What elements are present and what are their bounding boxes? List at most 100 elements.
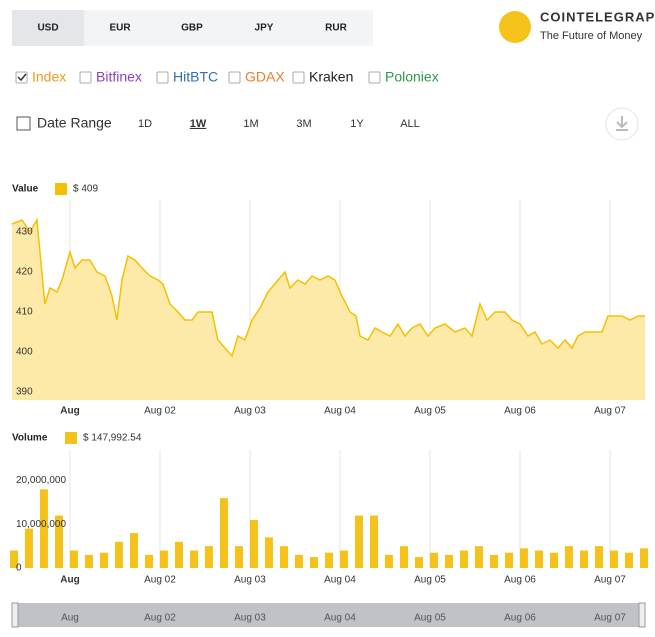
- bar: [519, 548, 528, 568]
- x-tick-label: Aug 04: [324, 406, 356, 417]
- bar: [609, 550, 618, 568]
- checkbox[interactable]: [292, 71, 305, 84]
- bar: [399, 546, 408, 568]
- navigator-handle[interactable]: [11, 602, 19, 628]
- x-tick-label: Aug 05: [414, 406, 446, 417]
- bar: [550, 552, 559, 568]
- bar: [84, 554, 93, 568]
- bar: [429, 552, 438, 568]
- legend-value: $ 409: [73, 184, 98, 195]
- bar: [324, 552, 333, 568]
- exchange-label[interactable]: Poloniex: [385, 69, 439, 85]
- checkbox[interactable]: [368, 71, 381, 84]
- currency-tab[interactable]: GBP: [181, 23, 203, 34]
- y-tick-label: 410: [16, 307, 33, 318]
- bar: [444, 554, 453, 568]
- bar: [129, 533, 138, 568]
- bar: [9, 550, 18, 568]
- logo-name: COINTELEGRAPH: [540, 9, 655, 24]
- exchange-label[interactable]: Bitfinex: [96, 69, 142, 85]
- bar: [369, 515, 378, 568]
- navigator-label: Aug 05: [414, 613, 446, 624]
- bar: [414, 557, 423, 568]
- bar: [294, 554, 303, 568]
- date-range-label: Date Range: [37, 115, 112, 131]
- checkbox[interactable]: [156, 71, 169, 84]
- range-option[interactable]: 1Y: [350, 118, 364, 130]
- bar: [579, 550, 588, 568]
- y-tick-label: 390: [16, 387, 33, 398]
- line: [11, 217, 645, 358]
- navigator-label: Aug 04: [324, 613, 356, 624]
- area: [12, 220, 645, 400]
- legend-swatch: [55, 183, 67, 195]
- logo-tagline: The Future of Money: [540, 30, 643, 42]
- range-option[interactable]: 1D: [138, 118, 152, 130]
- bar: [39, 489, 48, 568]
- bar: [279, 546, 288, 568]
- bar: [384, 554, 393, 568]
- bar: [249, 519, 258, 568]
- bar: [309, 557, 318, 568]
- navigator-label: Aug 02: [144, 613, 176, 624]
- calendar-icon: [16, 116, 31, 131]
- checkbox[interactable]: [228, 71, 241, 84]
- currency-tab[interactable]: RUR: [325, 23, 347, 34]
- download-icon: [616, 116, 628, 131]
- bar: [99, 552, 108, 568]
- bar: [505, 552, 514, 568]
- currency-tab[interactable]: EUR: [109, 23, 131, 34]
- logo: COINTELEGRAPH The Future of Money: [499, 9, 655, 43]
- logo-icon: [499, 11, 531, 43]
- bar: [204, 546, 213, 568]
- bar: [114, 541, 123, 568]
- bar: [354, 515, 363, 568]
- bar: [219, 498, 228, 568]
- bar: [144, 554, 153, 568]
- x-tick-label: Aug 06: [504, 406, 536, 417]
- exchange-label[interactable]: GDAX: [245, 69, 285, 85]
- bar: [564, 546, 573, 568]
- x-tick-label: Aug 05: [414, 575, 446, 586]
- bar: [339, 550, 348, 568]
- legend-label: Volume: [12, 433, 48, 444]
- x-tick-label: Aug 03: [234, 575, 266, 586]
- x-tick-label: Aug 03: [234, 406, 266, 417]
- y-tick-label: 420: [16, 267, 33, 278]
- checkbox[interactable]: [79, 71, 92, 84]
- currency-tab[interactable]: USD: [37, 23, 58, 34]
- x-tick-label: Aug 07: [594, 406, 626, 417]
- x-tick-label: Aug 02: [144, 406, 176, 417]
- legend-label: Value: [12, 184, 39, 195]
- bar: [624, 552, 633, 568]
- exchange-label[interactable]: HitBTC: [173, 69, 218, 85]
- bar: [234, 546, 243, 568]
- navigator[interactable]: [12, 603, 645, 627]
- y-tick-label: 20,000,000: [16, 475, 66, 486]
- range-option[interactable]: ALL: [400, 118, 420, 130]
- currency-tab[interactable]: JPY: [255, 23, 274, 34]
- checkbox[interactable]: [15, 71, 28, 84]
- bar: [264, 537, 273, 568]
- navigator-label: Aug 06: [504, 613, 536, 624]
- x-tick-label: Aug 04: [324, 575, 356, 586]
- bar: [640, 548, 649, 568]
- x-tick-label: Aug 07: [594, 575, 626, 586]
- navigator-label: Aug 03: [234, 613, 266, 624]
- bar: [489, 554, 498, 568]
- y-tick-label: 10,000,000: [16, 519, 66, 530]
- checkmark: [17, 73, 27, 82]
- x-tick-label: Aug: [60, 406, 79, 417]
- exchange-label[interactable]: Index: [32, 69, 66, 85]
- bar: [189, 550, 198, 568]
- bar: [174, 541, 183, 568]
- navigator-label: Aug: [61, 613, 79, 624]
- navigator-handle[interactable]: [638, 602, 646, 628]
- bar: [534, 550, 543, 568]
- range-option[interactable]: 1W: [190, 118, 207, 130]
- range-option[interactable]: 3M: [296, 118, 311, 130]
- range-option[interactable]: 1M: [243, 118, 258, 130]
- exchange-label[interactable]: Kraken: [309, 69, 353, 85]
- navigator-label: Aug 07: [594, 613, 626, 624]
